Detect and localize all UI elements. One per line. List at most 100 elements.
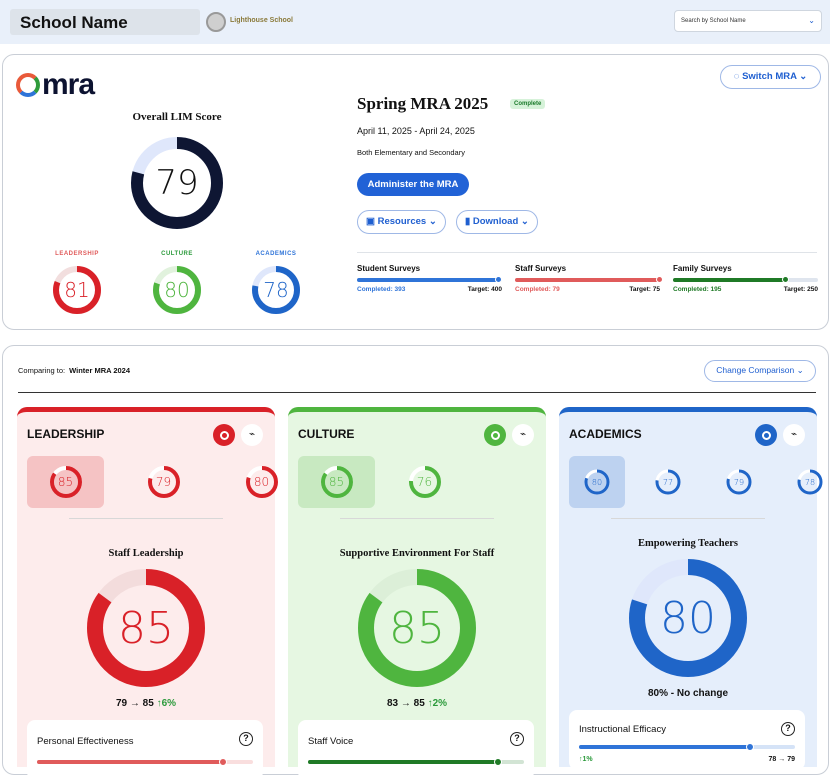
- subdomain-progress-bar: [579, 743, 795, 751]
- survey-progress-bar: [357, 276, 503, 283]
- mini-gauge-arc: [245, 466, 278, 498]
- mini-gauge-arc: [147, 466, 180, 498]
- academics-gauge: 78: [251, 265, 301, 315]
- change-delta: ↑2%: [427, 698, 448, 709]
- subdomain-progress-bar: [308, 758, 524, 766]
- mini-gauge-score: 76: [416, 475, 433, 489]
- subdomain-card[interactable]: Personal Effectiveness ?: [27, 720, 263, 780]
- mini-gauge-score: 79: [155, 475, 172, 489]
- mini-gauge-tile[interactable]: 77: [640, 456, 696, 508]
- score-change: 79 → 85 ↑6%: [115, 698, 177, 709]
- subdomain-title: Instructional Efficacy: [579, 724, 666, 735]
- divider: [18, 392, 816, 393]
- mini-gauge-tile[interactable]: 76: [386, 456, 463, 508]
- survey-completed: Completed: 195: [673, 286, 722, 293]
- overall-lim-score: 79: [155, 163, 199, 203]
- subdomain-title: Personal Effectiveness: [37, 736, 134, 747]
- download-button[interactable]: ▮ Download ⌄: [456, 210, 538, 234]
- staff-surveys: Staff Surveys Completed: 79 Target: 75: [515, 264, 663, 293]
- change-comparison-button[interactable]: Change Comparison ⌄: [704, 360, 816, 382]
- trend-chart-icon[interactable]: ⌁: [241, 424, 263, 446]
- school-search-select[interactable]: Search by School Name ⌄: [674, 10, 822, 32]
- mra-title: Spring MRA 2025: [357, 94, 489, 113]
- chevron-down-icon: ⌄: [799, 71, 808, 82]
- chevron-down-icon: ⌄: [808, 16, 815, 25]
- help-icon[interactable]: ?: [781, 722, 795, 736]
- mini-gauge-arc: [797, 469, 823, 495]
- search-placeholder: Search by School Name: [681, 18, 746, 24]
- leadership-column: LEADERSHIP ⌁ 85 79 80 Staff Leadership 85 …: [17, 407, 278, 780]
- mini-gauge-score: 85: [57, 475, 74, 489]
- mini-gauge-score: 85: [328, 475, 345, 489]
- family-surveys: Family Surveys Completed: 195 Target: 250: [673, 264, 818, 293]
- survey-progress-bar: [515, 276, 663, 283]
- chevron-down-icon: ⌄: [428, 216, 437, 227]
- trend-chart-icon[interactable]: ⌁: [512, 424, 534, 446]
- score-change: 83 → 85 ↑2%: [386, 698, 448, 709]
- mini-gauge-tile[interactable]: 79: [125, 456, 202, 508]
- gauge-view-icon[interactable]: [213, 424, 235, 446]
- chevron-down-icon: ⌄: [520, 216, 529, 227]
- mini-gauge-tile[interactable]: 85: [27, 456, 104, 508]
- mini-gauge-score: 77: [662, 477, 674, 487]
- culture-gauge: 80: [152, 265, 202, 315]
- administer-mra-button[interactable]: Administer the MRA: [357, 173, 469, 196]
- progress-marker: [656, 276, 663, 283]
- focus-title: Staff Leadership: [108, 548, 184, 559]
- survey-target: Target: 75: [629, 286, 660, 293]
- focus-score: 85: [389, 602, 445, 654]
- focus-score: 85: [118, 602, 174, 654]
- academics-column: ACADEMICS ⌁ 80 77 79 78 Empowering Teachers…: [559, 407, 823, 770]
- focus-score: 80: [660, 592, 716, 644]
- leadership-score: 81: [64, 278, 90, 302]
- domain-heading: ACADEMICS: [569, 427, 642, 441]
- culture-score: 80: [164, 278, 190, 302]
- mini-gauge-tile[interactable]: 80: [569, 456, 625, 508]
- change-delta: ↑6%: [156, 698, 177, 709]
- mini-gauge-tile[interactable]: 78: [782, 456, 830, 508]
- mini-gauge-arc: [726, 469, 752, 495]
- divider: [69, 518, 223, 519]
- mini-gauge-tile[interactable]: 80: [223, 456, 300, 508]
- subdomain-progress-bar: [37, 758, 253, 766]
- academics-label: ACADEMICS: [255, 251, 297, 257]
- help-icon[interactable]: ?: [510, 732, 524, 746]
- divider: [357, 252, 817, 253]
- culture-label: CULTURE: [161, 251, 193, 257]
- mini-gauge-tile[interactable]: 85: [298, 456, 375, 508]
- mini-gauge-tile[interactable]: 79: [711, 456, 767, 508]
- focus-title: Supportive Environment For Staff: [339, 548, 495, 559]
- mini-gauge-arc: [49, 466, 82, 498]
- gauge-view-icon[interactable]: [755, 424, 777, 446]
- mra-logo-ring-icon: [16, 73, 40, 97]
- top-bar: School Name Lighthouse School Search by …: [0, 0, 830, 44]
- divider: [340, 518, 494, 519]
- lighthouse-logo-icon: [206, 12, 226, 32]
- subdomain-card[interactable]: Staff Voice ?: [298, 720, 534, 780]
- progress-marker: [782, 276, 790, 283]
- mini-gauge-score: 78: [804, 477, 816, 487]
- culture-column: CULTURE ⌁ 85 76 Supportive Environment Fo…: [288, 407, 546, 780]
- resources-button[interactable]: ▣ Resources ⌄: [357, 210, 446, 234]
- switch-mra-button[interactable]: ◌ Switch MRA ⌄: [720, 65, 821, 89]
- status-badge: Complete: [510, 99, 546, 109]
- survey-target: Target: 250: [783, 286, 818, 293]
- help-icon[interactable]: ?: [239, 732, 253, 746]
- survey-title: Staff Surveys: [515, 264, 567, 273]
- mra-logo: mra: [16, 68, 95, 102]
- student-surveys: Student Surveys Completed: 393 Target: 40…: [357, 264, 503, 293]
- mini-gauge-arc: [584, 469, 610, 495]
- bar-chart-icon: ▮: [465, 216, 471, 227]
- overall-lim-title: Overall LIM Score: [132, 111, 222, 123]
- mini-gauge-score: 79: [733, 477, 745, 487]
- trend-chart-icon[interactable]: ⌁: [783, 424, 805, 446]
- leadership-gauge: 81: [52, 265, 102, 315]
- domain-heading: LEADERSHIP: [27, 427, 105, 441]
- subdomain-card[interactable]: Instructional Efficacy ? ↑1% 78 → 79: [569, 710, 805, 770]
- comparing-to: Comparing to: Winter MRA 2024: [18, 366, 131, 375]
- gauge-view-icon[interactable]: [484, 424, 506, 446]
- comparison-value: Winter MRA 2024: [69, 366, 131, 375]
- mini-gauge-arc: [655, 469, 681, 495]
- chevron-down-icon: ⌄: [796, 365, 804, 375]
- progress-marker: [495, 276, 503, 283]
